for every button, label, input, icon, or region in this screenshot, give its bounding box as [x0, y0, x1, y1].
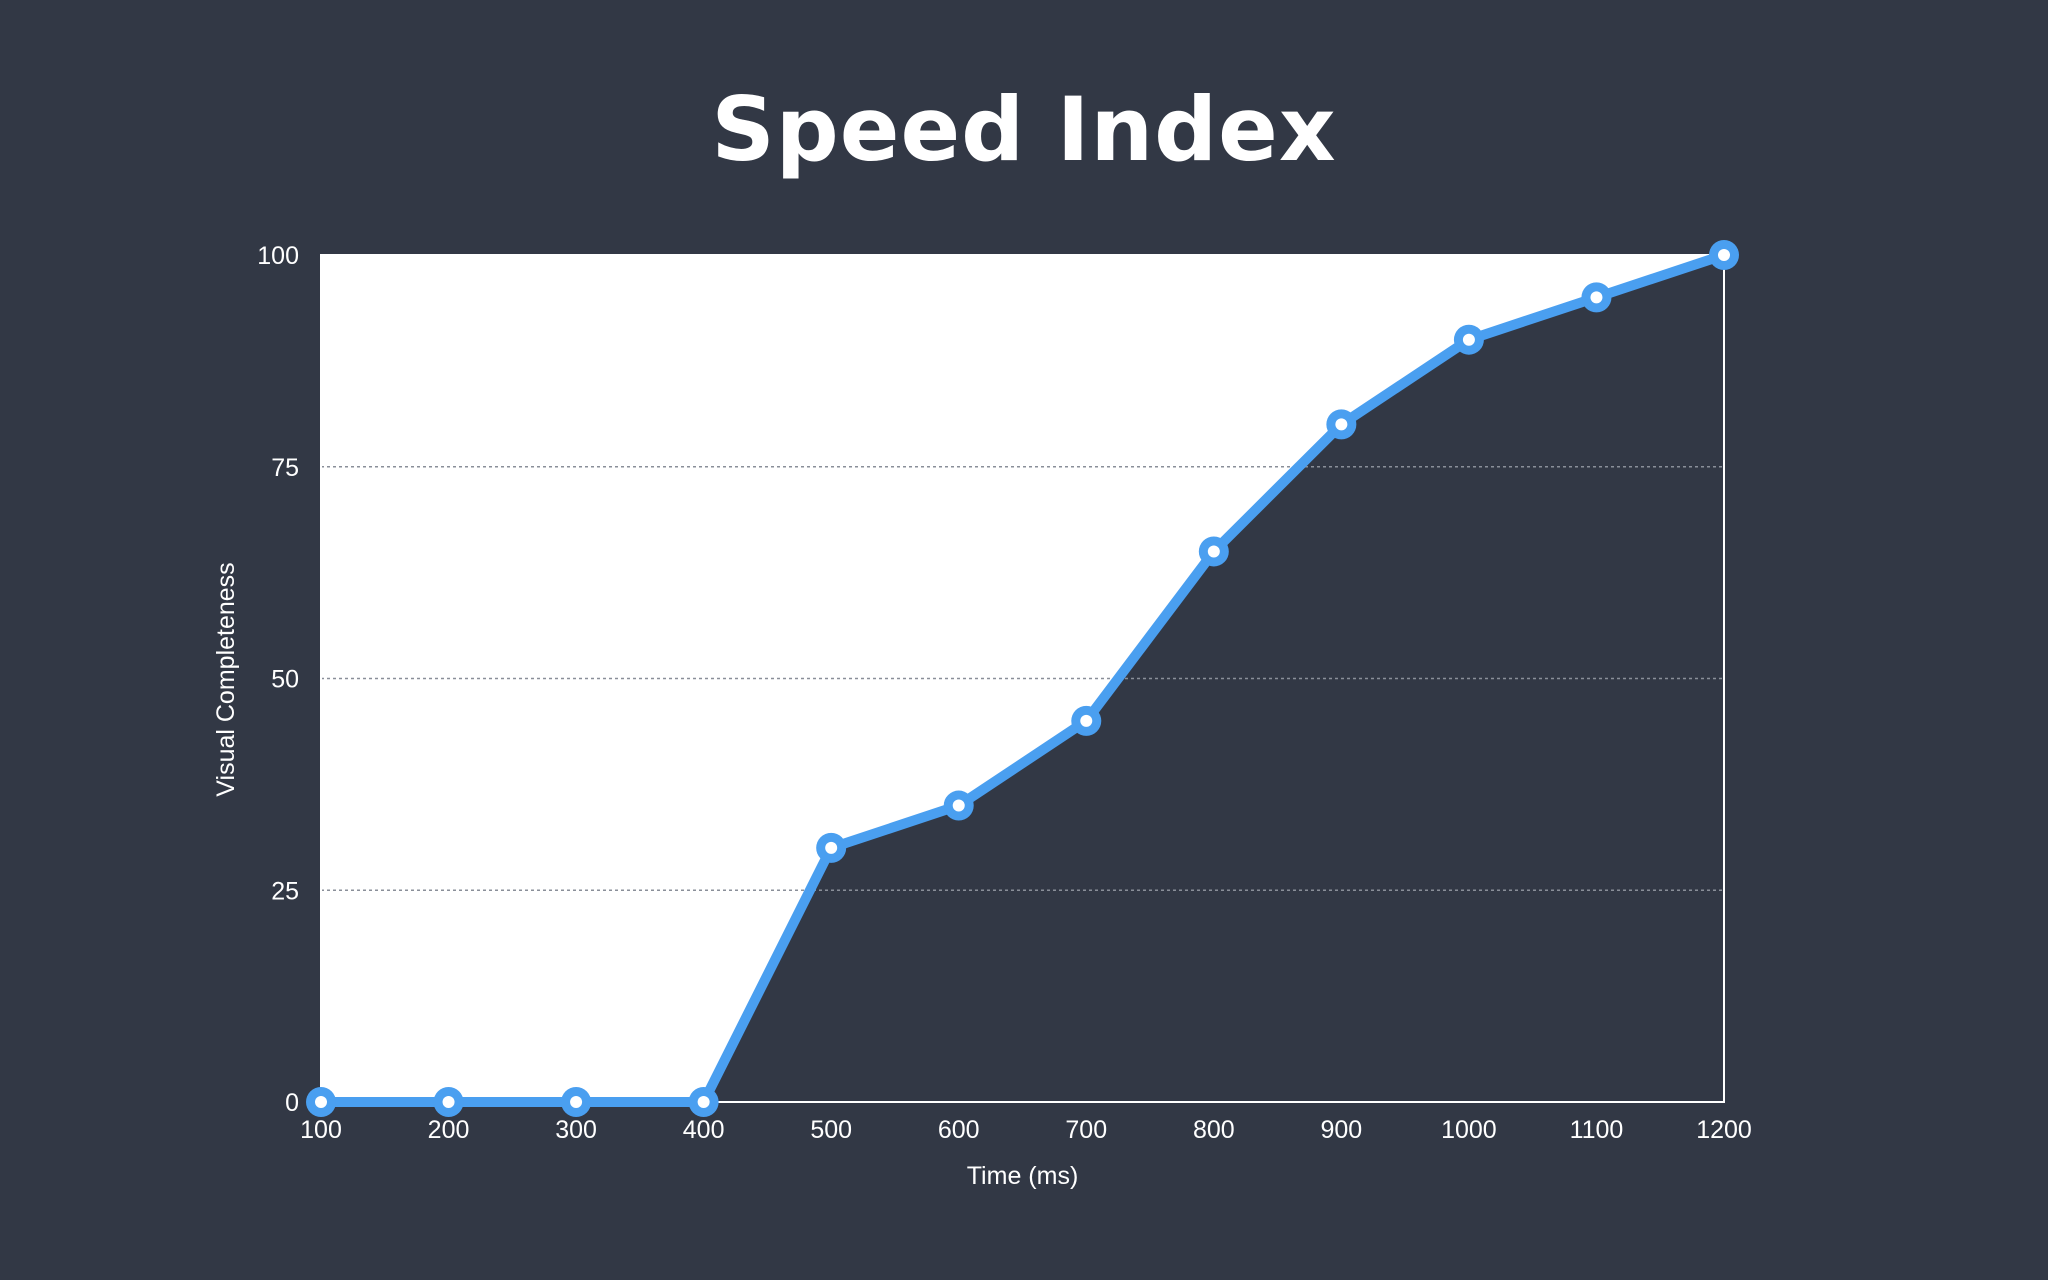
data-point-200 [433, 1087, 464, 1117]
x-tick-label: 1200 [1696, 1116, 1752, 1144]
x-axis-label: Time (ms) [967, 1162, 1079, 1190]
x-tick-label: 100 [300, 1116, 342, 1144]
data-point-300 [561, 1087, 592, 1117]
data-point-600 [943, 790, 974, 821]
data-point-1000 [1453, 324, 1484, 355]
data-point-800 [1198, 536, 1229, 567]
data-point-1200 [1709, 240, 1739, 270]
plot-frame [320, 254, 1725, 1103]
x-tick-label: 700 [1065, 1116, 1107, 1144]
data-points [306, 240, 1739, 1117]
data-point-100 [306, 1087, 336, 1117]
x-tick-label: 400 [683, 1116, 725, 1144]
x-tick-label: 800 [1193, 1116, 1235, 1144]
y-tick-label: 25 [271, 877, 299, 905]
x-tick-label: 600 [938, 1116, 980, 1144]
y-tick-label: 0 [285, 1089, 299, 1117]
y-axis-ticks: 0 25 50 75 100 [257, 242, 299, 1117]
chart-title: Speed Index [711, 78, 1337, 181]
data-point-500 [816, 832, 847, 863]
x-axis-ticks: 100 200 300 400 500 600 700 800 900 1000 1100 1200 [300, 1116, 1752, 1144]
y-axis-label: Visual Completeness [212, 562, 240, 796]
x-tick-label: 900 [1321, 1116, 1363, 1144]
data-point-400 [688, 1087, 719, 1117]
x-tick-label: 300 [555, 1116, 597, 1144]
data-point-900 [1326, 409, 1357, 440]
y-tick-label: 75 [271, 454, 299, 482]
y-tick-label: 50 [271, 666, 299, 694]
series-line [316, 250, 1729, 1107]
y-tick-label: 100 [257, 242, 299, 270]
x-tick-label: 1000 [1441, 1116, 1497, 1144]
data-point-1100 [1581, 282, 1612, 313]
x-tick-label: 500 [810, 1116, 852, 1144]
x-tick-label: 1100 [1570, 1116, 1624, 1144]
data-point-700 [1071, 705, 1102, 736]
x-tick-label: 200 [428, 1116, 470, 1144]
